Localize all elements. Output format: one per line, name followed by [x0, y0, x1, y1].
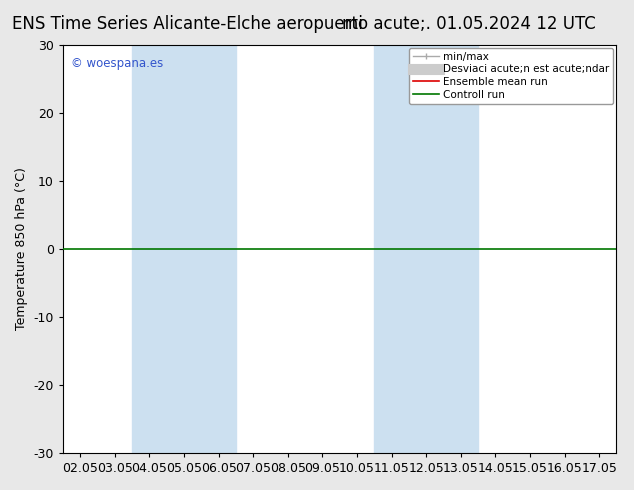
- Y-axis label: Temperature 850 hPa (°C): Temperature 850 hPa (°C): [15, 167, 28, 330]
- Legend: min/max, Desviaci acute;n est acute;ndar, Ensemble mean run, Controll run: min/max, Desviaci acute;n est acute;ndar…: [408, 48, 613, 104]
- Bar: [132, 45, 236, 453]
- Text: © woespana.es: © woespana.es: [71, 57, 164, 70]
- Text: ENS Time Series Alicante-Elche aeropuerto: ENS Time Series Alicante-Elche aeropuert…: [12, 15, 368, 33]
- Text: mi  acute;. 01.05.2024 12 UTC: mi acute;. 01.05.2024 12 UTC: [342, 15, 596, 33]
- Bar: [374, 45, 478, 453]
